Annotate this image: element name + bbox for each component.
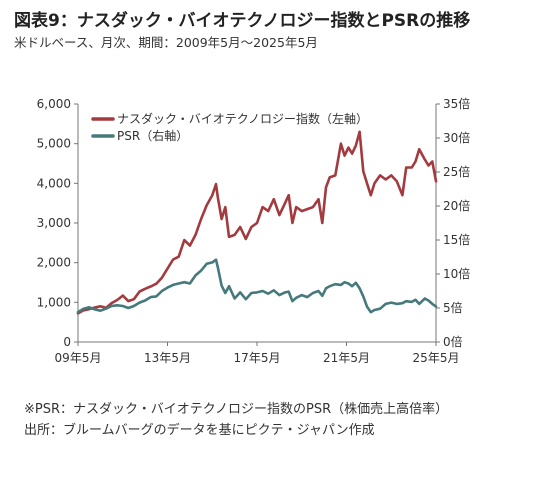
x-tick-label: 25年5月 xyxy=(413,351,460,365)
left-tick-label: 3,000 xyxy=(37,216,71,230)
right-tick-label: 5倍 xyxy=(443,300,463,315)
source-note: 出所：ブルームバーグのデータを基にピクテ・ジャパン作成 xyxy=(24,423,375,438)
legend-label: ナスダック・バイオテクノロジー指数（左軸） xyxy=(117,111,368,126)
right-tick-label: 25倍 xyxy=(443,164,470,179)
index-series-line xyxy=(76,130,438,315)
psr-footnote: ※PSR：ナスダック・バイオテクノロジー指数のPSR（株価売上高倍率） xyxy=(24,402,449,417)
chart-area: 0 1,000 2,000 3,000 4,000 5,000 6,000 0倍 5倍 10倍 15… xyxy=(37,96,471,365)
x-tick-label: 17年5月 xyxy=(234,351,281,365)
right-tick-label: 35倍 xyxy=(443,96,470,111)
chart-subtitle: 米ドルベース、月次、期間：2009年5月～2025年5月 xyxy=(14,35,318,50)
left-tick-label: 5,000 xyxy=(37,137,71,151)
chart-legend: ナスダック・バイオテクノロジー指数（左軸） PSR（右軸） xyxy=(91,111,368,143)
x-tick-label: 13年5月 xyxy=(144,351,191,365)
left-tick-label: 2,000 xyxy=(37,256,71,270)
chart-title: 図表9：ナスダック・バイオテクノロジー指数とPSRの推移 xyxy=(14,11,471,31)
right-tick-label: 20倍 xyxy=(443,198,470,213)
left-tick-label: 1,000 xyxy=(37,295,71,309)
left-tick-label: 0 xyxy=(63,335,71,349)
chart-axes: 0 1,000 2,000 3,000 4,000 5,000 6,000 0倍 5倍 10倍 15… xyxy=(37,96,471,365)
series-layer xyxy=(76,130,438,315)
x-tick-label: 21年5月 xyxy=(323,351,370,365)
psr-series-line xyxy=(76,258,438,314)
right-tick-label: 10倍 xyxy=(443,266,470,281)
legend-label: PSR（右軸） xyxy=(117,128,188,143)
right-tick-label: 30倍 xyxy=(443,130,470,145)
left-tick-label: 4,000 xyxy=(37,176,71,190)
right-tick-label: 15倍 xyxy=(443,232,470,247)
x-tick-label: 09年5月 xyxy=(55,351,102,365)
right-tick-label: 0倍 xyxy=(443,334,463,349)
left-tick-label: 6,000 xyxy=(37,97,71,111)
